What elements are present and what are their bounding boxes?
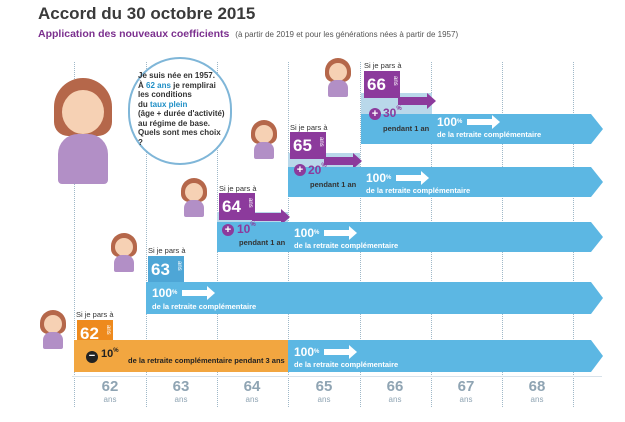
plus-icon: +	[222, 224, 234, 236]
si-je-pars-label: Si je pars à	[148, 246, 186, 255]
retirement-bar-63	[146, 282, 603, 314]
year-label: 63 ans	[172, 378, 190, 405]
bubble-line: À 62 ans je remplirai	[138, 80, 216, 90]
white-arrow	[182, 286, 215, 300]
bonus-arrow	[324, 153, 362, 169]
bubble-line: Quels sont mes choix ?	[138, 128, 221, 147]
malus-62: 10%	[101, 348, 119, 360]
bonus-65: 20%	[308, 163, 327, 177]
retirement-bar-65	[288, 167, 603, 197]
woman-avatar	[248, 120, 280, 160]
subtitle-note: (à partir de 2019 et pour les génération…	[235, 30, 459, 39]
bonus-64: 10%	[237, 222, 256, 236]
plus-icon: +	[294, 164, 306, 176]
year-label: 68 ans	[528, 378, 546, 405]
subtitle-text: Application des nouveaux coefficients	[38, 28, 230, 40]
white-arrow	[396, 171, 429, 185]
pct-100: 100%	[152, 286, 178, 300]
woman-avatar	[178, 178, 210, 218]
retirement-bar-62	[288, 340, 603, 372]
woman-avatar	[322, 58, 354, 98]
bonus-66: 30%	[383, 106, 402, 120]
bonus-arrow	[398, 93, 436, 109]
year-label: 65 ans	[315, 378, 333, 405]
retraite-label: de la retraite complémentaire	[366, 186, 471, 195]
bubble-line: (âge + durée d'activité)	[138, 109, 225, 118]
retirement-bar-64	[217, 222, 603, 252]
pct-100: 100%	[366, 171, 392, 185]
bonus-arrow	[252, 209, 290, 225]
page-title: Accord du 30 octobre 2015	[38, 4, 256, 23]
year-label: 66 ans	[386, 378, 404, 405]
year-label: 64 ans	[243, 378, 261, 405]
retraite-label: de la retraite complémentaire	[294, 241, 399, 250]
si-je-pars-label: Si je pars à	[290, 123, 328, 132]
white-arrow	[467, 115, 500, 129]
grid-line	[74, 62, 75, 407]
retraite-label: de la retraite complémentaire	[152, 302, 257, 311]
si-je-pars-label: Si je pars à	[364, 61, 402, 70]
woman-avatar	[108, 233, 140, 273]
page-subtitle: Application des nouveaux coefficients (à…	[38, 28, 458, 40]
bubble-line: du taux plein	[138, 99, 188, 109]
minus-icon: −	[86, 351, 98, 363]
malus-text: de la retraite complémentaire pendant 3 …	[128, 356, 285, 365]
retraite-label: de la retraite complémentaire	[437, 130, 542, 139]
bubble-line: au régime de base.	[138, 118, 211, 128]
year-label: 67 ans	[457, 378, 475, 405]
si-je-pars-label: Si je pars à	[219, 184, 257, 193]
year-label: 62 ans	[101, 378, 119, 405]
age-box-66: 66 ans	[364, 71, 400, 98]
malus-band	[74, 340, 288, 372]
pct-100: 100%	[437, 115, 463, 129]
retraite-label: de la retraite complémentaire	[294, 360, 399, 369]
age-box-64: 64 ans	[219, 193, 255, 220]
speech-bubble: Je suis née en 1957. À 62 ans je remplir…	[128, 57, 232, 165]
pct-100: 100%	[294, 226, 320, 240]
bubble-line: Je suis née en 1957.	[138, 71, 215, 80]
grid-line	[146, 62, 147, 407]
woman-avatar-large	[48, 78, 118, 188]
woman-avatar	[37, 310, 69, 350]
white-arrow	[324, 226, 357, 240]
duration-label: pendant 1 an	[310, 180, 357, 189]
age-box-65: 65 ans	[290, 132, 326, 159]
plus-icon: +	[369, 108, 381, 120]
duration-label: pendant 1 an	[383, 124, 430, 133]
white-arrow	[324, 345, 357, 359]
age-box-63: 63 ans	[148, 256, 184, 283]
duration-label: pendant 1 an	[239, 238, 286, 247]
pct-100: 100%	[294, 345, 320, 359]
axis-line	[72, 376, 602, 377]
si-je-pars-label: Si je pars à	[76, 310, 114, 319]
bubble-line: les conditions	[138, 90, 192, 99]
